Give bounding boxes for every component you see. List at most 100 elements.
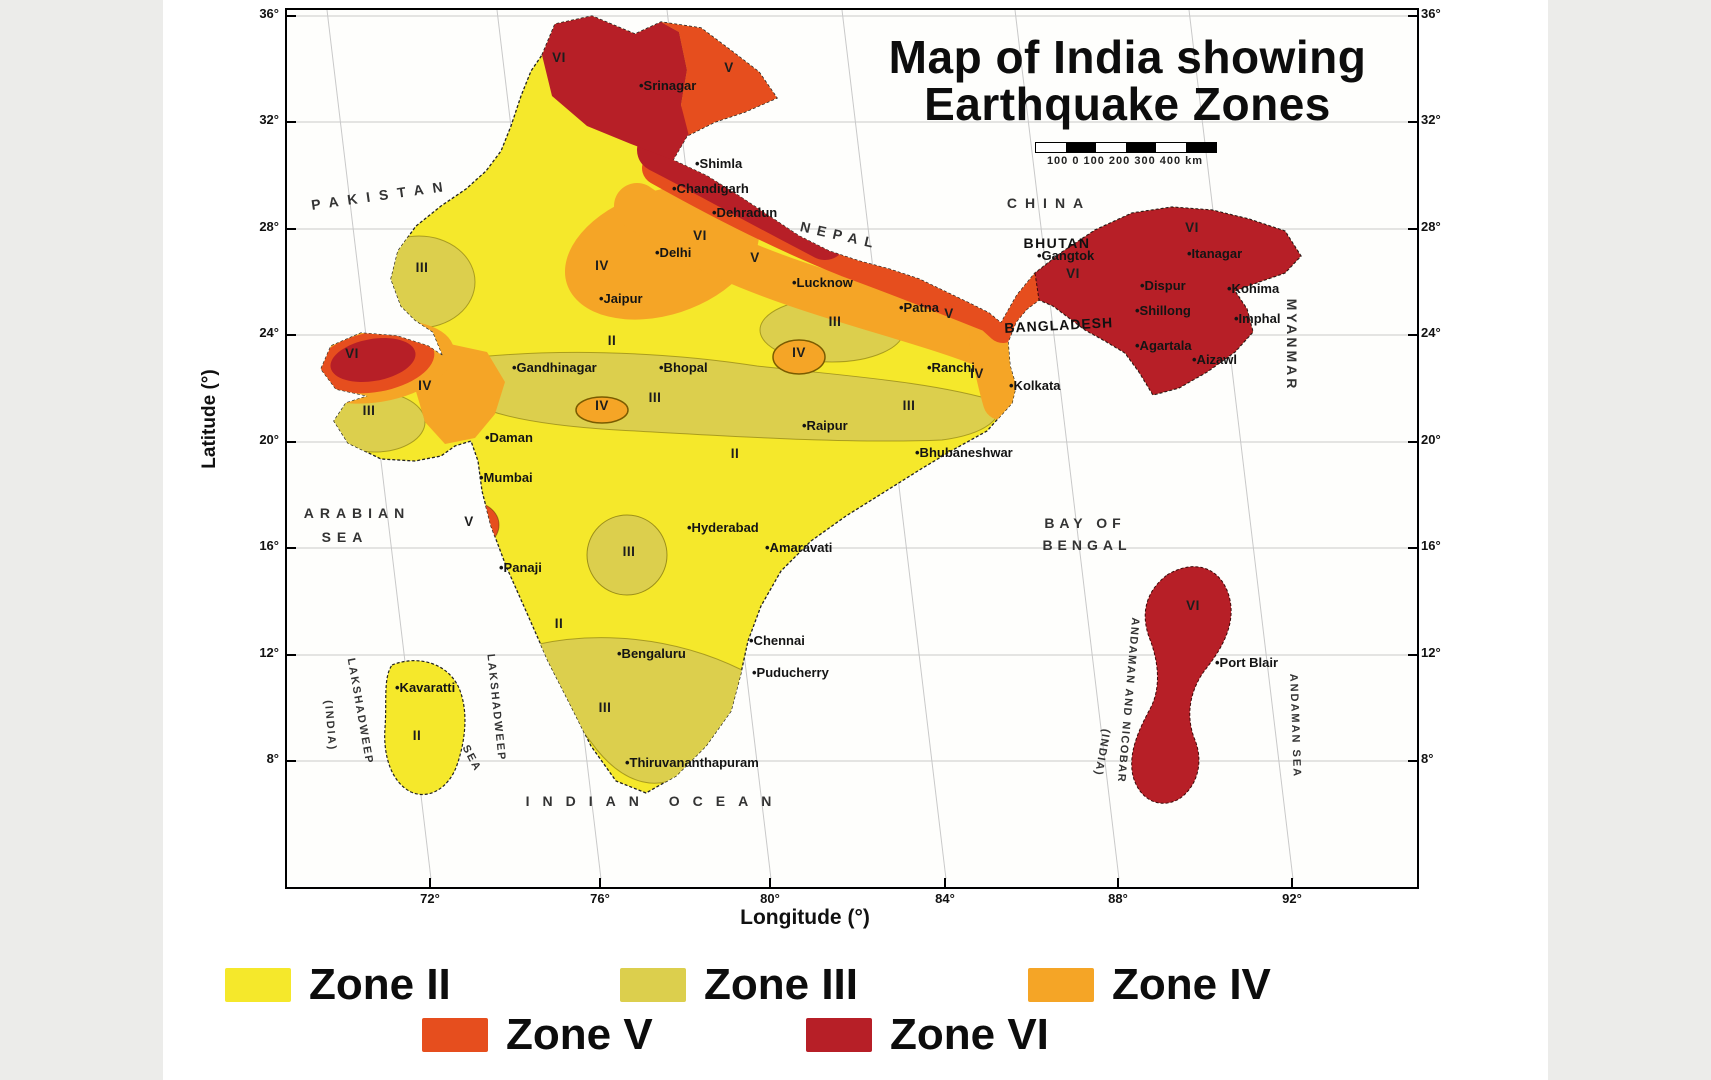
lat-tick-right-32: 32° (1421, 112, 1441, 127)
lon-tick-76: 76° (590, 891, 610, 906)
legend-item-zone-vi: Zone VI (806, 1010, 1049, 1060)
zone-marker-iii: III (829, 314, 842, 329)
legend-label-zone-vi: Zone VI (890, 1010, 1049, 1059)
lat-tick-right-24: 24° (1421, 325, 1441, 340)
lat-tick-left-12: 12° (259, 645, 279, 660)
city-label-bhubaneshwar: •Bhubaneshwar (915, 445, 1013, 460)
lat-tick-left-24: 24° (259, 325, 279, 340)
zone6-kashmir (542, 16, 689, 160)
latitude-axis-title: Latitude (°) (199, 369, 220, 469)
lat-tick-right-36: 36° (1421, 6, 1441, 21)
region-label-myanmar: MYANMAR (1284, 299, 1300, 392)
city-label-jaipur: •Jaipur (599, 291, 643, 306)
scale-segment (1036, 143, 1066, 152)
legend-label-zone-ii: Zone II (309, 960, 451, 1009)
zone6-ladakh-zone5 (661, 22, 777, 136)
zone4-oval-west (575, 396, 629, 424)
zone-marker-ii: II (731, 446, 740, 461)
city-label-puducherry: •Puducherry (752, 665, 830, 680)
city-label-bhopal: •Bhopal (659, 360, 708, 375)
city-label-amaravati: •Amaravati (765, 540, 832, 555)
city-label-kohima: •Kohima (1227, 281, 1280, 296)
zone-marker-v: V (724, 60, 734, 75)
zone-marker-ii: II (608, 333, 617, 348)
legend-item-zone-iv: Zone IV (1028, 960, 1271, 1010)
city-label-delhi: •Delhi (655, 245, 691, 260)
zone-marker-iii: III (416, 260, 429, 275)
lat-tick-right-12: 12° (1421, 645, 1441, 660)
city-label-srinagar: •Srinagar (639, 78, 696, 93)
zone-marker-v: V (944, 306, 954, 321)
scale-segment (1066, 143, 1096, 152)
city-label-shillong: •Shillong (1135, 303, 1191, 318)
city-label-ranchi: •Ranchi (927, 360, 975, 375)
zone3-deccan-circle (586, 514, 668, 596)
lat-tick-left-36: 36° (259, 6, 279, 21)
zone5-corridor (988, 269, 1052, 339)
lat-tick-right-28: 28° (1421, 219, 1441, 234)
legend-label-zone-v: Zone V (506, 1010, 653, 1059)
zone-marker-vi: VI (1066, 266, 1080, 281)
city-label-aizawl: •Aizawl (1192, 352, 1237, 367)
zone-marker-iv: IV (595, 258, 609, 273)
city-label-itanagar: •Itanagar (1187, 246, 1242, 261)
city-label-daman: •Daman (485, 430, 533, 445)
region-label-lakshadweep: LAKSHADWEEP (484, 653, 507, 762)
city-label-shimla: •Shimla (695, 156, 743, 171)
city-label-lucknow: •Lucknow (792, 275, 854, 290)
zone3-rajasthan (362, 235, 476, 329)
zone6-kutch-core (330, 338, 416, 382)
zone-marker-iv: IV (595, 398, 609, 413)
zone-marker-iii: III (363, 403, 376, 418)
city-label-kolkata: •Kolkata (1009, 378, 1061, 393)
city-label-kavaratti: •Kavaratti (395, 680, 455, 695)
zone4-bengal-strip (969, 322, 1019, 420)
scale-bar (1035, 142, 1217, 153)
zone-marker-vi: VI (1186, 598, 1200, 613)
zone-marker-iii: III (903, 398, 916, 413)
lon-tick-80: 80° (760, 891, 780, 906)
grid-line (1188, 10, 1294, 880)
map-title: Map of India showing Earthquake Zones (855, 34, 1400, 128)
lat-tick-left-20: 20° (259, 432, 279, 447)
region-label-indian-ocean: INDIAN OCEAN (526, 793, 785, 809)
lon-tick-84: 84° (935, 891, 955, 906)
zone-marker-iii: III (623, 544, 636, 559)
scale-segment (1126, 143, 1156, 152)
lat-tick-right-8: 8° (1421, 751, 1434, 766)
legend-label-zone-iv: Zone IV (1112, 960, 1271, 1009)
city-label-agartala: •Agartala (1135, 338, 1192, 353)
zone-marker-v: V (464, 514, 474, 529)
zone-marker-ii: II (413, 728, 422, 743)
city-label-dispur: •Dispur (1140, 278, 1186, 293)
legend-swatch-zone-iii (620, 968, 686, 1002)
city-label-gangtok: •Gangtok (1037, 248, 1095, 263)
map-title-line2: Earthquake Zones (924, 77, 1331, 130)
lon-tick-88: 88° (1108, 891, 1128, 906)
scale-segment (1096, 143, 1126, 152)
zone-marker-iv: IV (792, 345, 806, 360)
zone-marker-v: V (750, 250, 760, 265)
region-label-pakistan: PAKISTAN (310, 177, 452, 213)
city-label-raipur: •Raipur (802, 418, 848, 433)
zone4-delhi-region (564, 186, 760, 320)
city-label-panaji: •Panaji (499, 560, 542, 575)
city-label-patna: •Patna (899, 300, 940, 315)
region-label-china: CHINA (1007, 195, 1091, 211)
region-label-arabian: ARABIAN (304, 505, 411, 521)
legend-item-zone-v: Zone V (422, 1010, 653, 1060)
city-label-bengaluru: •Bengaluru (617, 646, 686, 661)
map-title-line1: Map of India showing (888, 31, 1367, 83)
lat-tick-right-16: 16° (1421, 538, 1441, 553)
zone-marker-vi: VI (552, 50, 566, 65)
city-label-gandhinagar: •Gandhinagar (512, 360, 597, 375)
city-label-port-blair: •Port Blair (1215, 655, 1278, 670)
legend-swatch-zone-ii (225, 968, 291, 1002)
city-label-thiruvananthapuram: •Thiruvananthapuram (625, 755, 759, 770)
zone-marker-iii: III (599, 700, 612, 715)
region-label-india: (INDIA) (1092, 728, 1112, 777)
zone3-central-band (436, 351, 1001, 442)
region-label-sea: SEA (322, 529, 369, 545)
